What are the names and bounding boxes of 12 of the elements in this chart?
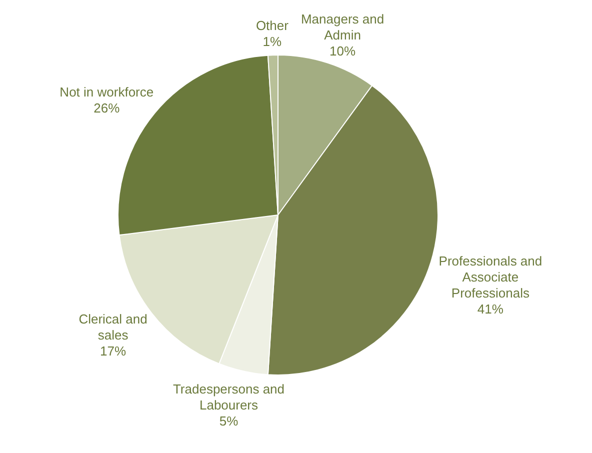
data-label: 41% [477, 302, 504, 317]
data-label: 5% [219, 413, 239, 428]
slice-label: Not in workforce [60, 84, 154, 100]
data-label: 1% [262, 34, 282, 50]
data-label: 17% [100, 344, 126, 359]
slice-label: Tradespersons and Labourers [172, 381, 285, 412]
slice-label: Professionals and Associate Professionals [438, 254, 542, 301]
slice-label: Other [256, 18, 290, 34]
data-label: 26% [94, 100, 120, 116]
slice-label: Clerical and sales [78, 312, 148, 343]
slice-label: Managers and Admin [300, 11, 384, 42]
data-label: 10% [330, 43, 356, 58]
